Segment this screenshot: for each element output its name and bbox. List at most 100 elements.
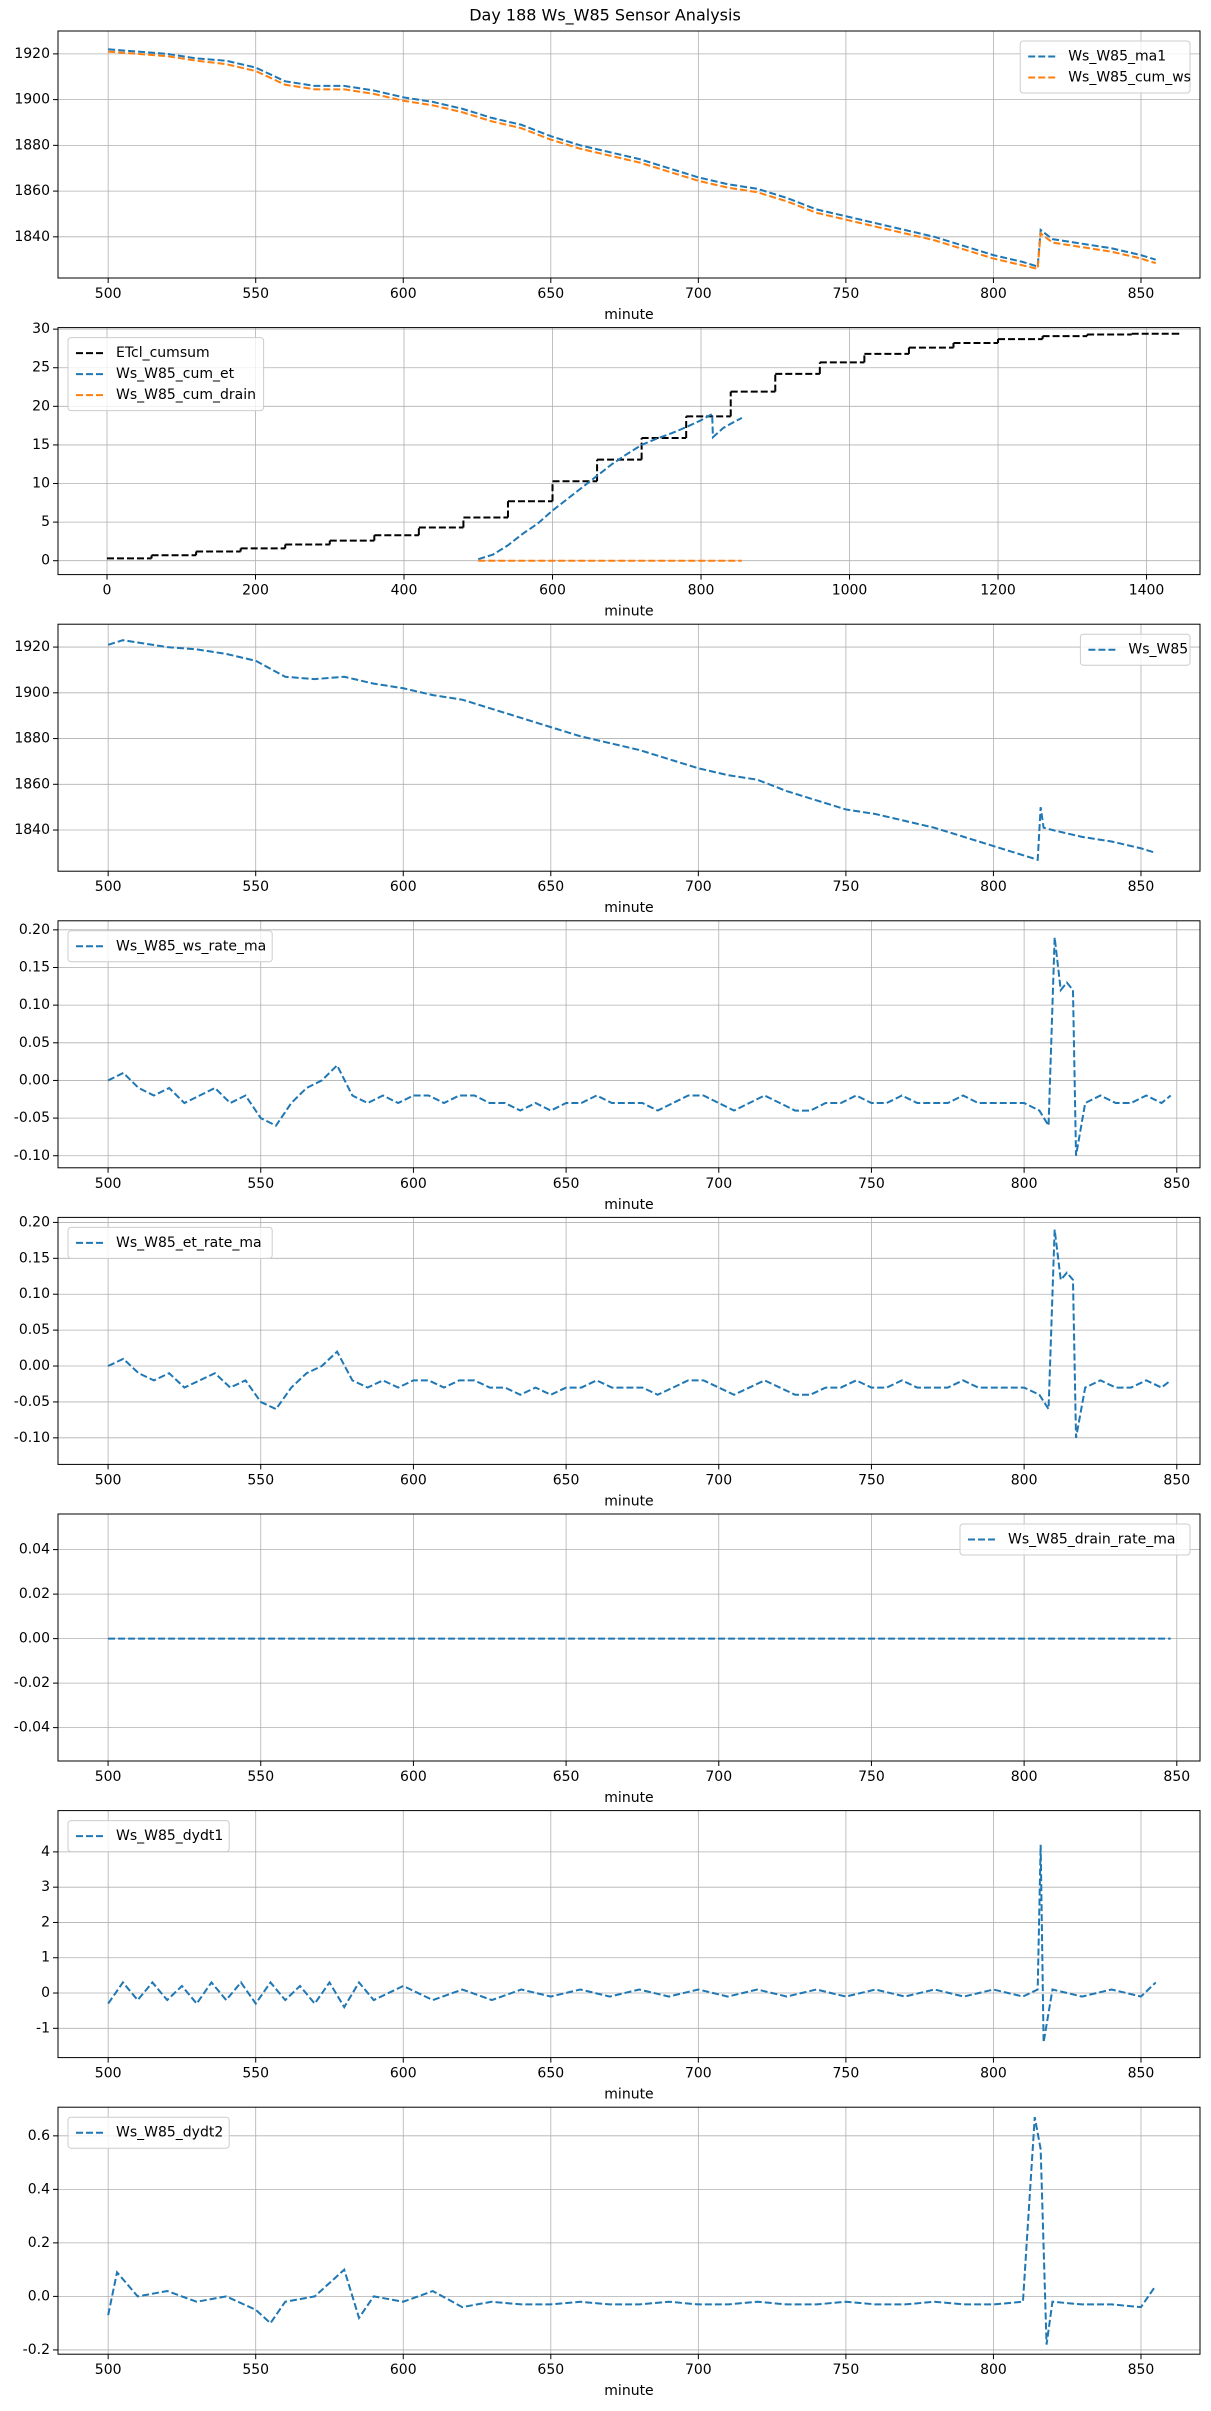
x-axis-label: minute bbox=[604, 2087, 653, 2103]
axes-frame bbox=[57, 30, 1201, 279]
legend-box bbox=[1079, 633, 1191, 666]
legend-label: Ws_W85_ma1 bbox=[1068, 49, 1166, 65]
x-tick-label: 650 bbox=[537, 286, 564, 302]
x-tick-label: 800 bbox=[980, 2362, 1007, 2378]
legend-box bbox=[1019, 40, 1191, 94]
legend-box bbox=[67, 1226, 273, 1259]
x-tick-label: 800 bbox=[980, 879, 1007, 895]
x-tick-label: 550 bbox=[242, 286, 269, 302]
y-tick-label: 1860 bbox=[14, 183, 50, 199]
subplot: 0 200 400 600 800 1000 1200 1400 0 5 10 15 20 25 30 min… bbox=[32, 321, 1201, 620]
series-line bbox=[108, 48, 1157, 268]
legend-label: Ws_W85_cum_ws bbox=[1068, 70, 1191, 86]
legend-box bbox=[67, 930, 273, 963]
subplot: 500 550 600 650 700 750 800 850 1840 1860 1880 1900… bbox=[14, 623, 1201, 916]
x-tick-label: 800 bbox=[980, 286, 1007, 302]
axes-frame bbox=[57, 327, 1201, 576]
series-line bbox=[107, 2116, 1157, 2345]
y-tick-label: 1860 bbox=[14, 776, 50, 792]
x-tick-label: 800 bbox=[1011, 1176, 1038, 1192]
plot-area bbox=[107, 937, 1172, 1156]
x-tick-label: 550 bbox=[247, 1472, 274, 1488]
x-tick-label: 600 bbox=[539, 583, 566, 599]
axes-frame bbox=[57, 920, 1201, 1169]
x-tick-label: 650 bbox=[553, 1472, 580, 1488]
x-tick-label: 650 bbox=[537, 2066, 564, 2082]
x-tick-label: 600 bbox=[400, 1769, 427, 1785]
y-tick-label: -1 bbox=[36, 2020, 50, 2036]
legend-label: Ws_W85_et_rate_ma bbox=[116, 1235, 262, 1251]
x-tick-label: 500 bbox=[95, 879, 122, 895]
x-tick-label: 650 bbox=[537, 2362, 564, 2378]
y-tick-label: 0.10 bbox=[19, 997, 50, 1013]
x-tick-label: 750 bbox=[833, 879, 860, 895]
plot-area bbox=[107, 1229, 1172, 1439]
x-tick-label: 800 bbox=[688, 583, 715, 599]
x-tick-label: 750 bbox=[858, 1176, 885, 1192]
x-tick-label: 850 bbox=[1163, 1472, 1190, 1488]
y-tick-label: 0.10 bbox=[19, 1286, 50, 1302]
x-tick-label: 650 bbox=[537, 879, 564, 895]
x-tick-label: 650 bbox=[553, 1769, 580, 1785]
y-tick-label: 0.04 bbox=[19, 1542, 50, 1558]
plot-area bbox=[107, 332, 1180, 562]
x-tick-label: 850 bbox=[1128, 286, 1155, 302]
x-tick-label: 600 bbox=[390, 2066, 417, 2082]
legend-label: Ws_W85_dydt2 bbox=[116, 2125, 223, 2141]
y-tick-label: 0.4 bbox=[28, 2181, 50, 2197]
x-tick-label: 600 bbox=[390, 2362, 417, 2378]
x-axis-label: minute bbox=[604, 1197, 653, 1213]
x-tick-label: 550 bbox=[242, 2362, 269, 2378]
x-tick-label: 400 bbox=[391, 583, 418, 599]
x-tick-label: 700 bbox=[705, 1769, 732, 1785]
legend-label: Ws_W85_cum_drain bbox=[116, 387, 256, 403]
y-tick-label: 1880 bbox=[14, 137, 50, 153]
axes-frame bbox=[57, 2106, 1201, 2355]
legend-box bbox=[67, 1820, 230, 1853]
x-tick-label: 850 bbox=[1128, 2066, 1155, 2082]
y-tick-label: -0.10 bbox=[14, 1148, 50, 1164]
series-line bbox=[477, 412, 743, 561]
plot-area bbox=[107, 639, 1157, 862]
y-tick-label: -0.04 bbox=[14, 1720, 50, 1736]
y-tick-label: 0 bbox=[41, 1985, 50, 2001]
plot-area bbox=[107, 2116, 1157, 2345]
subplot: 500 550 600 650 700 750 800 850 -1 0 1 2 3 4 minute Ws_… bbox=[36, 1810, 1201, 2103]
series-line bbox=[108, 50, 1157, 271]
y-tick-label: -0.10 bbox=[14, 1430, 50, 1446]
x-tick-label: 500 bbox=[95, 1472, 122, 1488]
x-tick-label: 850 bbox=[1163, 1769, 1190, 1785]
series-line bbox=[107, 1844, 1157, 2043]
y-tick-label: 1900 bbox=[14, 92, 50, 108]
y-tick-label: 1840 bbox=[14, 229, 50, 245]
y-tick-label: 1920 bbox=[14, 639, 50, 655]
x-tick-label: 600 bbox=[390, 286, 417, 302]
legend-box bbox=[959, 1523, 1191, 1556]
series-line bbox=[107, 937, 1172, 1156]
axes-frame bbox=[57, 1513, 1201, 1762]
x-tick-label: 1200 bbox=[980, 583, 1016, 599]
legend-label: Ws_W85_dydt1 bbox=[116, 1828, 223, 1844]
x-axis-label: minute bbox=[604, 604, 653, 620]
subplot: 500 550 600 650 700 750 800 850 -0.10 -0.05 0.00 0.… bbox=[14, 1214, 1201, 1509]
x-tick-label: 550 bbox=[242, 2066, 269, 2082]
y-tick-label: 0.15 bbox=[19, 1250, 50, 1266]
series-line bbox=[107, 1229, 1172, 1439]
axes-frame bbox=[57, 623, 1201, 872]
x-tick-label: 700 bbox=[685, 2066, 712, 2082]
x-axis-label: minute bbox=[604, 1790, 653, 1806]
y-tick-label: 0.00 bbox=[19, 1072, 50, 1088]
axes-frame bbox=[57, 1216, 1201, 1465]
axes-frame bbox=[57, 1810, 1201, 2059]
y-tick-label: -0.05 bbox=[14, 1394, 50, 1410]
x-tick-label: 600 bbox=[400, 1176, 427, 1192]
legend-label: Ws_W85_cum_et bbox=[116, 366, 235, 382]
y-tick-label: 0.6 bbox=[28, 2128, 50, 2144]
x-axis-label: minute bbox=[604, 900, 653, 916]
x-tick-label: 750 bbox=[858, 1769, 885, 1785]
x-tick-label: 500 bbox=[95, 286, 122, 302]
y-tick-label: 0.00 bbox=[19, 1631, 50, 1647]
x-tick-label: 550 bbox=[247, 1769, 274, 1785]
x-tick-label: 500 bbox=[95, 2362, 122, 2378]
